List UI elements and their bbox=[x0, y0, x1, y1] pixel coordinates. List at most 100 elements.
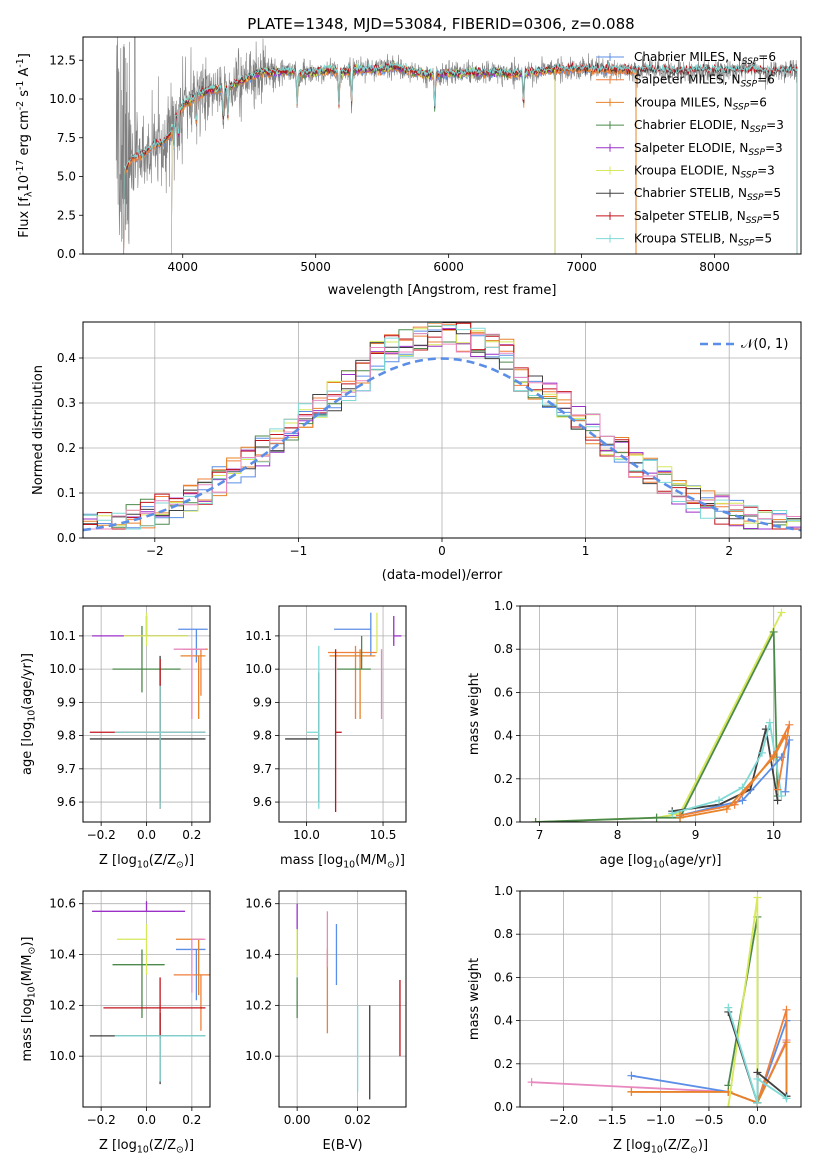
weight-vs-metallicity-panel: −2.0 −1.5 −1.0 −0.5 0.0 0.0 0.2 0.4 0.6 0.8 1.0 Z [… bbox=[467, 884, 802, 1155]
y-tick-label: 0.2 bbox=[494, 1057, 513, 1071]
x-tick-label: 0.0 bbox=[748, 1113, 767, 1127]
x-axis-label: age [log10​(age/yr)] bbox=[600, 853, 722, 870]
legend-label: 𝒩(0, 1) bbox=[741, 337, 788, 352]
residual-histogram-step bbox=[83, 322, 801, 530]
plot-area bbox=[89, 901, 210, 1085]
x-tick-label: 9 bbox=[692, 828, 700, 842]
legend-label: Kroupa ELODIE, NSSP=3 bbox=[634, 164, 775, 181]
y-tick-label: 0.0 bbox=[494, 1100, 513, 1114]
y-tick-label: 10.4 bbox=[49, 948, 76, 962]
mass-weight-marker bbox=[781, 731, 790, 740]
x-tick-label: 0.0 bbox=[137, 1113, 156, 1127]
y-tick-label: 1.0 bbox=[494, 884, 513, 898]
axes-frame bbox=[82, 36, 802, 255]
mass-weight-marker bbox=[757, 748, 766, 757]
mass-weight-marker bbox=[773, 785, 782, 794]
axes-frame bbox=[519, 890, 802, 1108]
legend-label: Kroupa MILES, NSSP=6 bbox=[634, 95, 767, 112]
legend-label: Salpeter STELIB, NSSP=5 bbox=[634, 209, 780, 226]
legend-label: Kroupa STELIB, NSSP=5 bbox=[634, 232, 772, 249]
model-spectrum-line bbox=[121, 62, 798, 254]
y-tick-label: 0.1 bbox=[57, 486, 76, 500]
plot-area bbox=[296, 903, 401, 1100]
y-tick-label: 9.6 bbox=[253, 795, 272, 809]
y-axis-label: Normed distribution bbox=[31, 365, 46, 495]
x-tick-label: 0.2 bbox=[182, 828, 201, 842]
y-axis-label: age [log10​(age/yr)] bbox=[20, 653, 37, 775]
axes-frame bbox=[278, 890, 407, 1108]
plot-area bbox=[527, 893, 791, 1107]
axes-frame bbox=[82, 321, 802, 539]
x-tick-label: 10.5 bbox=[370, 828, 397, 842]
y-tick-label: 0.4 bbox=[57, 351, 76, 365]
y-tick-label: 9.7 bbox=[253, 762, 272, 776]
x-tick-label: 5000 bbox=[300, 260, 331, 274]
mass-weight-marker bbox=[753, 1074, 762, 1083]
y-tick-label: 0.4 bbox=[494, 1014, 513, 1028]
x-tick-label: 8000 bbox=[699, 260, 730, 274]
x-tick-label: 10.0 bbox=[293, 828, 320, 842]
y-tick-label: 7.5 bbox=[57, 131, 76, 145]
y-tick-label: 10.0 bbox=[245, 1049, 272, 1063]
residuals-panel: −2 −1 0 1 2 0.0 0.1 0.2 0.3 0.4 (data-model)/error… bbox=[31, 321, 802, 583]
y-tick-label: 0.6 bbox=[494, 685, 513, 699]
mass-vs-metallicity-panel: −0.2 0.0 0.2 10.0 10.2 10.4 10.6 Z [log10​(Z/Z⊙… bbox=[20, 890, 211, 1155]
mass-weight-marker bbox=[738, 796, 747, 805]
axes-frame bbox=[278, 605, 407, 823]
age-vs-mass-panel: 10.0 10.5 9.6 9.7 9.8 9.9 10.0 10.1 mass [log10​… bbox=[245, 605, 407, 870]
x-axis-label: Z [log10​(Z/Z⊙​)] bbox=[99, 853, 194, 870]
y-tick-label: 10.2 bbox=[245, 998, 272, 1012]
plot-area bbox=[89, 612, 208, 809]
x-tick-label: 2 bbox=[725, 544, 733, 558]
mass-weight-line bbox=[671, 722, 783, 815]
x-tick-label: −1.0 bbox=[646, 1113, 675, 1127]
mass-weight-marker bbox=[769, 627, 778, 636]
y-tick-label: 10.1 bbox=[245, 629, 272, 643]
mass-weight-marker bbox=[773, 796, 782, 805]
mass-weight-line bbox=[727, 897, 759, 1107]
mass-weight-marker bbox=[782, 1038, 791, 1047]
x-tick-label: −0.2 bbox=[87, 828, 116, 842]
y-tick-label: 12.5 bbox=[49, 53, 76, 67]
x-tick-label: 0.00 bbox=[284, 1113, 311, 1127]
legend-label: Chabrier ELODIE, NSSP=3 bbox=[634, 118, 784, 135]
x-tick-label: 10 bbox=[766, 828, 781, 842]
y-tick-label: 10.6 bbox=[245, 897, 272, 911]
mass-weight-marker bbox=[777, 608, 786, 617]
x-axis-label: Z [log10​(Z/Z⊙​)] bbox=[99, 1138, 194, 1155]
y-tick-label: 0.0 bbox=[494, 815, 513, 829]
x-axis-label: E(B-V) bbox=[322, 1138, 362, 1153]
x-tick-label: 7 bbox=[536, 828, 544, 842]
mass-weight-marker bbox=[668, 809, 677, 818]
legend: Chabrier MILES, NSSP=6 Salpeter MILES, NS… bbox=[596, 50, 784, 249]
mass-weight-marker bbox=[715, 796, 724, 805]
y-tick-label: 9.8 bbox=[57, 729, 76, 743]
x-axis-label: (data-model)/error bbox=[382, 568, 503, 583]
mass-weight-marker bbox=[765, 718, 774, 727]
y-tick-label: 10.0 bbox=[49, 662, 76, 676]
x-tick-label: 0.2 bbox=[182, 1113, 201, 1127]
plot-area bbox=[115, 37, 798, 254]
y-axis-label: mass [log10​(M/M⊙​)] bbox=[20, 937, 37, 1062]
mass-weight-marker bbox=[753, 893, 762, 902]
y-tick-label: 0.0 bbox=[57, 247, 76, 261]
y-tick-label: 10.1 bbox=[49, 629, 76, 643]
y-tick-label: 10.0 bbox=[245, 662, 272, 676]
y-tick-label: 9.6 bbox=[57, 795, 76, 809]
x-tick-label: −2.0 bbox=[549, 1113, 578, 1127]
x-tick-label: 6000 bbox=[433, 260, 464, 274]
mass-weight-line bbox=[679, 735, 787, 819]
y-tick-label: 0.2 bbox=[494, 772, 513, 786]
mass-weight-marker bbox=[769, 753, 778, 762]
x-tick-label: 0.0 bbox=[137, 828, 156, 842]
y-tick-label: 0.4 bbox=[494, 729, 513, 743]
legend-label: Salpeter ELODIE, NSSP=3 bbox=[634, 141, 783, 158]
x-axis-label: wavelength [Angstrom, rest frame] bbox=[328, 283, 557, 298]
y-tick-label: 5.0 bbox=[57, 170, 76, 184]
x-tick-label: −1 bbox=[290, 544, 308, 558]
mass-weight-marker bbox=[782, 1094, 791, 1103]
x-tick-label: 0.02 bbox=[344, 1113, 371, 1127]
x-tick-label: 8 bbox=[614, 828, 622, 842]
legend-label: Chabrier MILES, NSSP=6 bbox=[634, 50, 776, 67]
